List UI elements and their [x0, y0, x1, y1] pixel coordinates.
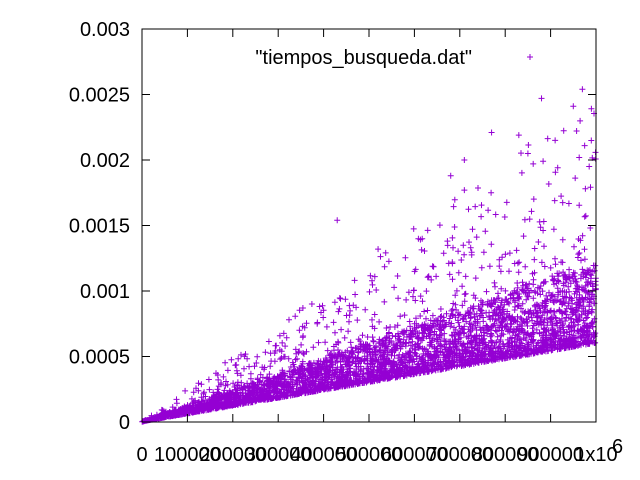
x-tick-label: 800000 — [472, 444, 539, 466]
data-point — [515, 132, 522, 139]
data-points — [139, 86, 599, 425]
x-tick-label: 1x10 — [574, 444, 617, 466]
data-point — [586, 163, 593, 170]
legend-label: "tiempos_busqueda.dat" — [255, 47, 472, 69]
x-tick-label: 300000 — [245, 444, 312, 466]
data-point — [538, 95, 545, 102]
data-point — [570, 103, 577, 110]
x-tick-label: 0 — [136, 444, 147, 466]
x-tick-label: 400000 — [290, 444, 357, 466]
y-tick-label: 0.002 — [80, 150, 130, 172]
data-point — [524, 150, 531, 157]
y-tick-label: 0 — [119, 412, 130, 434]
x-tick-label: 700000 — [426, 444, 493, 466]
x-tick-label: 600000 — [381, 444, 448, 466]
x-tick-exponent: 6 — [612, 436, 623, 458]
data-point — [461, 157, 468, 163]
data-point — [581, 142, 588, 149]
y-tick-label: 0.003 — [80, 19, 130, 41]
data-point — [334, 217, 341, 224]
y-tick-label: 0.001 — [80, 281, 130, 303]
data-point — [375, 246, 382, 253]
y-tick-label: 0.0015 — [69, 216, 130, 238]
data-point — [579, 86, 586, 93]
data-point — [447, 172, 454, 179]
legend-plus-marker — [527, 54, 533, 60]
data-point — [488, 129, 495, 136]
y-tick-label: 0.0005 — [69, 347, 130, 369]
y-axis-ticks: 0 0.0005 0.001 0.0015 0.002 0.0025 0.003 — [69, 19, 596, 434]
x-tick-label: 500000 — [336, 444, 403, 466]
data-point — [461, 187, 468, 194]
x-tick-label: 200000 — [199, 444, 266, 466]
legend: "tiempos_busqueda.dat" — [255, 47, 533, 69]
y-tick-label: 0.0025 — [69, 85, 130, 107]
x-tick-label: 900000 — [517, 444, 584, 466]
data-point — [552, 137, 559, 144]
legend-marker — [527, 54, 533, 60]
x-axis-ticks: 0 100000200000300000400000500000600000700… — [136, 29, 623, 466]
x-tick-label: 100000 — [154, 444, 221, 466]
scatter-cloud — [139, 105, 599, 425]
